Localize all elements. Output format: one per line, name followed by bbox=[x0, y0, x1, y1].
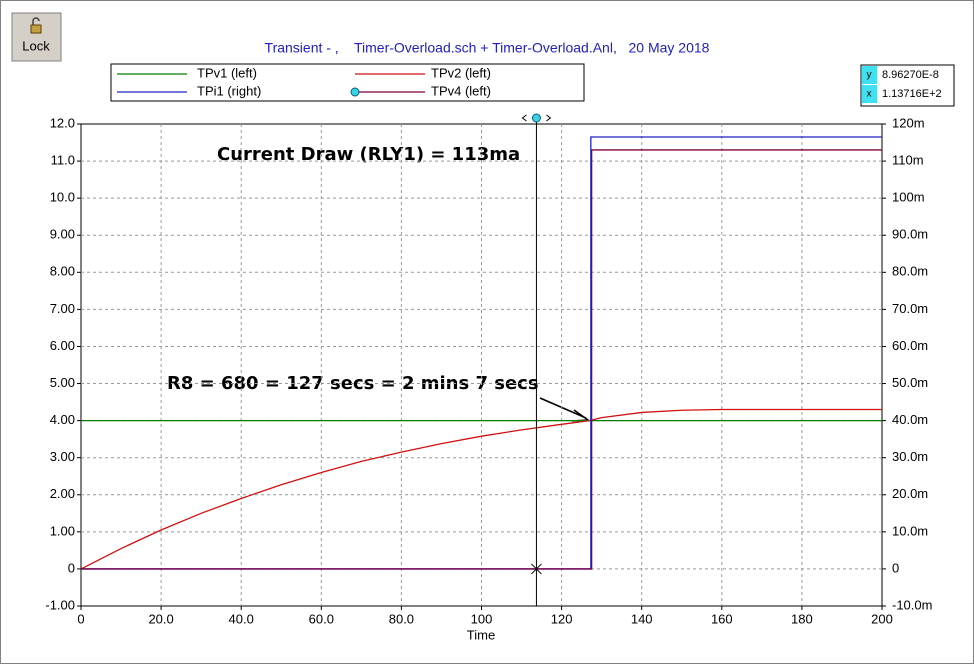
y2-tick-label: 90.0m bbox=[892, 227, 928, 242]
y-tick-label: 5.00 bbox=[50, 375, 75, 390]
y2-tick-label: 30.0m bbox=[892, 449, 928, 464]
y2-tick-label: 110m bbox=[892, 153, 924, 168]
readout-value: 1.13716E+2 bbox=[882, 88, 942, 100]
readout-key-cell bbox=[862, 66, 877, 84]
cursor-point bbox=[531, 563, 542, 575]
y-tick-label: 3.00 bbox=[50, 449, 75, 464]
legend-label: TPv2 (left) bbox=[431, 65, 491, 80]
y-tick-label: 9.00 bbox=[50, 227, 75, 242]
y2-tick-label: 40.0m bbox=[892, 412, 928, 427]
y-tick-label: 4.00 bbox=[50, 412, 75, 427]
x-tick-label: 120 bbox=[551, 611, 573, 626]
cursor-arrows bbox=[521, 114, 552, 122]
legend bbox=[110, 63, 585, 102]
legend-label: TPi1 (right) bbox=[197, 83, 261, 98]
y-tick-label: 2.00 bbox=[50, 486, 75, 501]
y-tick-label: 8.00 bbox=[50, 264, 75, 279]
y2-tick-label: 50.0m bbox=[892, 375, 928, 390]
x-tick-label: 60.0 bbox=[309, 611, 334, 626]
x-tick-label: 100 bbox=[471, 611, 493, 626]
readout-key: y bbox=[867, 70, 872, 81]
y-tick-label: 12.0 bbox=[50, 115, 75, 130]
lock-label[interactable]: Lock bbox=[22, 38, 50, 53]
x-tick-label: 180 bbox=[791, 611, 813, 626]
y-tick-label: -1.00 bbox=[45, 597, 75, 612]
readout-value: 8.96270E-8 bbox=[882, 69, 939, 81]
y2-tick-label: 60.0m bbox=[892, 338, 928, 353]
readout-key-cell bbox=[862, 85, 877, 103]
lock-button-face[interactable] bbox=[11, 12, 62, 62]
lock-icon bbox=[32, 17, 40, 25]
lock-button[interactable]: Lock bbox=[11, 12, 62, 62]
y-tick-label: 6.00 bbox=[50, 338, 75, 353]
x-axis-label: Time bbox=[467, 627, 495, 642]
y2-tick-label: 120m bbox=[892, 115, 925, 130]
x-tick-label: 0 bbox=[77, 611, 84, 626]
x-tick-label: 200 bbox=[871, 611, 893, 626]
y-tick-label: 7.00 bbox=[50, 301, 75, 316]
legend-label: TPv1 (left) bbox=[197, 65, 257, 80]
legend-marker bbox=[350, 87, 360, 97]
series-line bbox=[80, 408, 882, 570]
y2-tick-label: 100m bbox=[892, 190, 925, 205]
chart-title: Transient - , Timer-Overload.sch + Timer… bbox=[265, 40, 710, 56]
x-tick-label: 140 bbox=[631, 611, 653, 626]
y2-tick-label: -10.0m bbox=[892, 597, 932, 612]
x-tick-label: 40.0 bbox=[229, 611, 254, 626]
cursor-handle bbox=[531, 113, 541, 123]
y2-tick-label: 70.0m bbox=[892, 301, 928, 316]
readout-key: x bbox=[867, 89, 872, 100]
y-tick-label: 0 bbox=[68, 560, 75, 575]
y2-tick-label: 0 bbox=[892, 560, 899, 575]
series-line bbox=[81, 149, 882, 570]
y-tick-label: 1.00 bbox=[50, 523, 75, 538]
y2-tick-label: 10.0m bbox=[892, 523, 928, 538]
legend-label: TPv4 (left) bbox=[431, 83, 491, 98]
x-tick-label: 160 bbox=[711, 611, 733, 626]
x-tick-label: 20.0 bbox=[148, 611, 173, 626]
y2-tick-label: 20.0m bbox=[892, 486, 928, 501]
lock-icon bbox=[30, 24, 42, 34]
x-tick-label: 80.0 bbox=[389, 611, 414, 626]
y-tick-label: 10.0 bbox=[50, 190, 75, 205]
y2-tick-label: 80.0m bbox=[892, 264, 928, 279]
annotation: Current Draw (RLY1) = 113ma bbox=[217, 144, 520, 165]
y-tick-label: 11.0 bbox=[51, 153, 75, 168]
